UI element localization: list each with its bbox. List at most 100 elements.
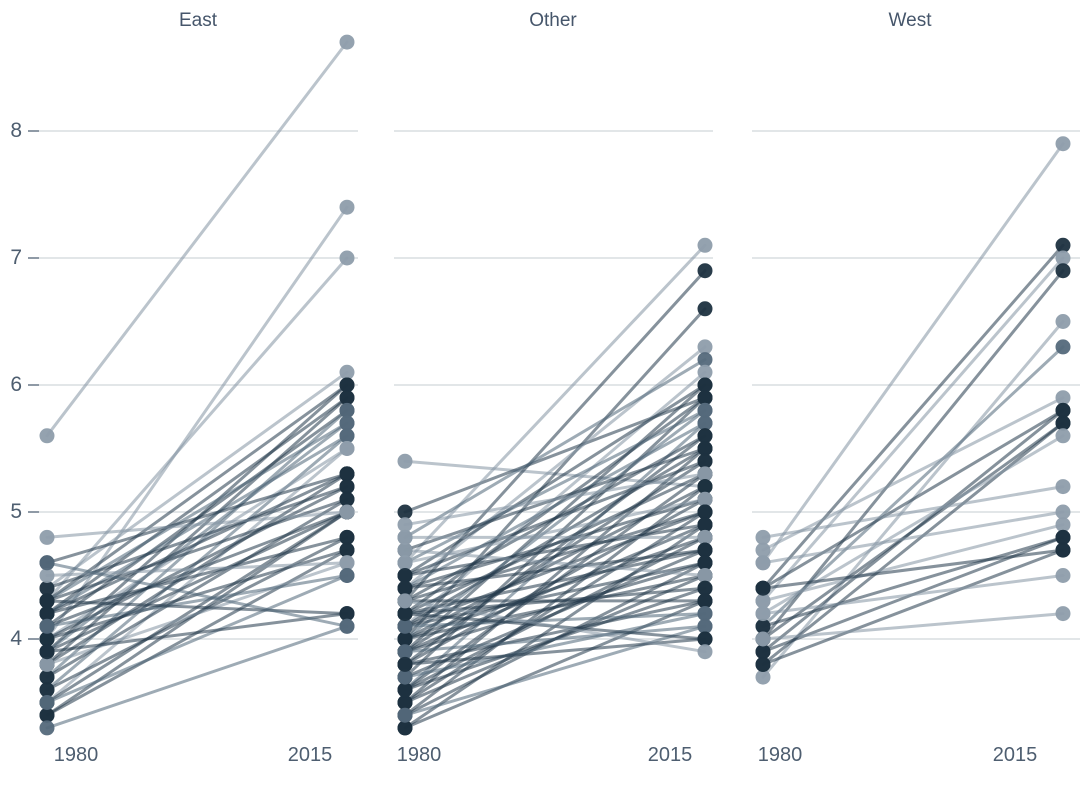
data-point-2015 [339, 529, 355, 545]
x-tick-west-2015: 2015 [992, 744, 1038, 766]
data-point-2015 [339, 250, 355, 266]
slope-line [45, 396, 349, 616]
slope-line [761, 256, 1065, 603]
data-point-1980 [397, 529, 413, 545]
data-point-1980 [755, 631, 771, 647]
data-point-2015 [697, 237, 713, 253]
data-point-2015 [339, 466, 355, 482]
slope-line [45, 599, 349, 616]
data-point-2015 [697, 339, 713, 355]
data-point-2015 [697, 390, 713, 406]
slope-line [403, 421, 707, 590]
slope-line [45, 383, 349, 603]
data-point-2015 [697, 517, 713, 533]
slope-line [403, 612, 707, 628]
data-point-1980 [39, 682, 55, 698]
data-point-2015 [1055, 263, 1071, 279]
data-point-2015 [697, 504, 713, 520]
data-point-2015 [1055, 402, 1071, 418]
data-point-2015 [1055, 504, 1071, 520]
x-tick-east-2015: 2015 [287, 744, 333, 766]
y-tick-label-5: 5 [10, 500, 22, 523]
data-point-2015 [697, 263, 713, 279]
slope-line [403, 599, 707, 654]
slope-line [403, 345, 707, 590]
data-point-1980 [39, 720, 55, 736]
data-point-1980 [755, 644, 771, 660]
data-point-1980 [39, 568, 55, 583]
data-point-2015 [339, 555, 355, 571]
y-tick-mark [28, 130, 39, 132]
data-point-2015 [339, 34, 355, 50]
facet-title-other: Other [529, 10, 577, 31]
facet-title-east: East [178, 10, 218, 31]
data-point-1980 [397, 695, 413, 710]
slope-line [403, 383, 707, 577]
data-point-2015 [1055, 415, 1071, 431]
data-point-2015 [339, 479, 355, 495]
slope-line [45, 485, 349, 641]
slope-line [403, 548, 707, 577]
data-point-1980 [39, 529, 55, 545]
slope-line [45, 485, 349, 590]
slope-line [403, 523, 707, 577]
data-point-1980 [397, 580, 413, 596]
data-point-1980 [397, 669, 413, 685]
data-point-1980 [397, 720, 413, 736]
slope-line [45, 612, 349, 654]
slope-line [45, 205, 349, 641]
data-point-1980 [39, 606, 55, 622]
data-point-2015 [697, 453, 713, 469]
slope-line [761, 421, 1065, 641]
slope-line [45, 256, 349, 603]
slope-line [403, 624, 707, 717]
data-point-1980 [397, 453, 413, 469]
data-point-2015 [339, 542, 355, 558]
data-point-2015 [1055, 136, 1071, 152]
slope-line [403, 510, 707, 603]
data-point-2015 [697, 466, 713, 482]
data-point-1980 [39, 580, 55, 596]
slope-line [761, 510, 1065, 565]
slope-line [403, 548, 707, 616]
data-point-2015 [339, 618, 355, 634]
data-point-1980 [755, 656, 771, 672]
y-tick-label-8: 8 [10, 119, 22, 142]
slope-line [45, 561, 349, 628]
slope-line [45, 535, 349, 616]
x-tick-east-1980: 1980 [53, 744, 99, 766]
data-point-1980 [397, 555, 413, 571]
x-tick-other-1980: 1980 [396, 744, 442, 766]
y-tick-label-4: 4 [10, 627, 22, 650]
slope-line [45, 370, 349, 590]
slope-line [45, 40, 349, 438]
slope-line [45, 472, 349, 565]
data-point-1980 [755, 542, 771, 558]
data-point-2015 [697, 631, 713, 647]
x-tick-west-1980: 1980 [757, 744, 803, 766]
data-point-2015 [697, 593, 713, 609]
slope-line [761, 243, 1065, 590]
y-tick-mark [28, 257, 39, 259]
data-point-2015 [339, 504, 355, 520]
data-point-2015 [339, 199, 355, 215]
data-point-1980 [755, 529, 771, 545]
data-point-2015 [1055, 237, 1071, 253]
y-tick-mark [28, 511, 39, 513]
data-point-2015 [697, 580, 713, 596]
slope-line [761, 523, 1065, 603]
slope-line [761, 269, 1065, 641]
data-point-1980 [755, 618, 771, 634]
slope-line [761, 535, 1065, 628]
slope-line [403, 599, 707, 666]
slope-line [403, 574, 707, 641]
data-point-2015 [1055, 428, 1071, 444]
data-point-1980 [39, 656, 55, 672]
data-point-2015 [1055, 568, 1071, 583]
slope-line [403, 599, 707, 730]
data-point-2015 [697, 415, 713, 431]
slope-line [45, 561, 349, 666]
data-point-2015 [1055, 250, 1071, 266]
